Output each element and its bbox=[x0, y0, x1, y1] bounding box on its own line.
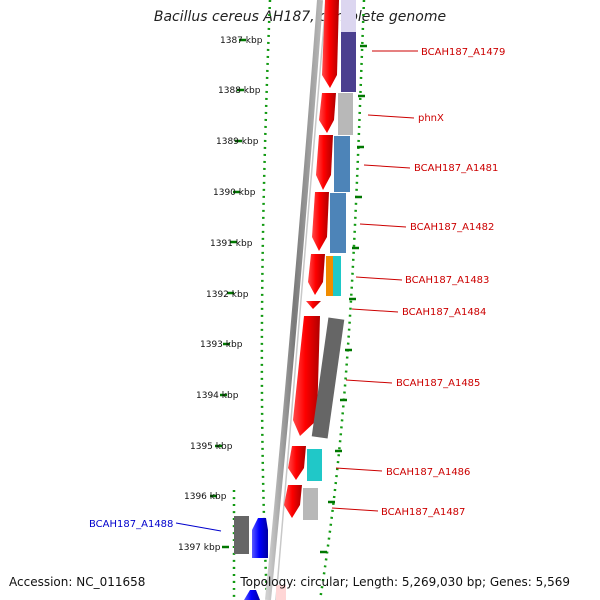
function-box-1486[interactable] bbox=[307, 449, 322, 481]
function-box-1479-top bbox=[341, 0, 356, 32]
tick-1395: 1395 kbp bbox=[190, 442, 233, 452]
cds-arrow-1482[interactable] bbox=[312, 192, 329, 251]
reverse-strand-cds bbox=[244, 518, 286, 600]
cds-arrow-next[interactable] bbox=[244, 590, 260, 600]
gene-label-1479[interactable]: BCAH187_A1479 bbox=[421, 47, 505, 58]
tick-label-1388: 1388 kbp bbox=[218, 86, 261, 96]
outer-dotted-guide-left bbox=[260, 0, 272, 600]
next-function-box bbox=[276, 585, 286, 600]
cds-arrow-1481[interactable] bbox=[316, 135, 333, 190]
cds-arrow-1486[interactable] bbox=[288, 446, 306, 480]
cds-arrow-1479[interactable] bbox=[322, 0, 339, 88]
tick-1389: 1389 kbp bbox=[216, 137, 259, 147]
function-box-1488[interactable] bbox=[234, 516, 249, 554]
function-box-1482[interactable] bbox=[330, 193, 346, 253]
tick-label-1389: 1389 kbp bbox=[216, 137, 259, 147]
accession-footer: Accession: NC_011658 bbox=[9, 575, 146, 589]
genome-backbone bbox=[265, 0, 323, 600]
tick-label-1387: 1387 kbp bbox=[220, 36, 263, 46]
genome-summary-footer: Topology: circular; Length: 5,269,030 bp… bbox=[240, 575, 570, 589]
gene-label-1486[interactable]: BCAH187_A1486 bbox=[386, 467, 470, 478]
cds-arrow-1487[interactable] bbox=[284, 485, 302, 518]
tick-label-1395: 1395 kbp bbox=[190, 442, 233, 452]
gene-label-1482[interactable]: BCAH187_A1482 bbox=[410, 222, 494, 233]
function-box-phnX[interactable] bbox=[338, 93, 353, 135]
label-leader-lines bbox=[175, 50, 418, 532]
tick-1391: 1391 kbp bbox=[210, 239, 253, 249]
gene-label-1487[interactable]: BCAH187_A1487 bbox=[381, 507, 465, 518]
tick-label-1397: 1397 kbp bbox=[178, 543, 221, 553]
function-box-1479[interactable] bbox=[341, 32, 356, 92]
function-color-boxes bbox=[234, 0, 356, 554]
tick-label-1393: 1393 kbp bbox=[200, 340, 243, 350]
tick-1392: 1392 kbp bbox=[206, 290, 249, 300]
forward-strand-cds bbox=[284, 0, 339, 518]
gene-label-1481[interactable]: BCAH187_A1481 bbox=[414, 163, 498, 174]
tick-1387: 1387 kbp bbox=[220, 36, 263, 46]
gene-label-phnX[interactable]: phnX bbox=[418, 113, 444, 124]
genome-backbone-highlight bbox=[275, 0, 327, 600]
tick-label-1391: 1391 kbp bbox=[210, 239, 253, 249]
function-box-1481[interactable] bbox=[334, 136, 350, 192]
tick-1396: 1396 kbp bbox=[184, 492, 227, 502]
tick-label-1394: 1394 kbp bbox=[196, 391, 239, 401]
function-box-1485[interactable] bbox=[311, 317, 345, 439]
cds-arrow-phnX[interactable] bbox=[319, 93, 336, 133]
gene-label-1485[interactable]: BCAH187_A1485 bbox=[396, 378, 480, 389]
tick-1393: 1393 kbp bbox=[200, 340, 243, 350]
page-title: Bacillus cereus AH187, complete genome bbox=[153, 9, 447, 25]
tick-label-1396: 1396 kbp bbox=[184, 492, 227, 502]
cds-arrow-1484[interactable] bbox=[306, 301, 321, 309]
tick-label-1390: 1390 kbp bbox=[213, 188, 256, 198]
gene-label-1488[interactable]: BCAH187_A1488 bbox=[89, 519, 173, 530]
tick-1390: 1390 kbp bbox=[213, 188, 256, 198]
cds-arrow-1488[interactable] bbox=[252, 518, 268, 558]
gene-label-1483[interactable]: BCAH187_A1483 bbox=[405, 275, 489, 286]
right-guide-ticks bbox=[320, 44, 367, 554]
tick-1397: 1397 kbp bbox=[178, 543, 229, 553]
tick-label-1392: 1392 kbp bbox=[206, 290, 249, 300]
function-box-1483-b[interactable] bbox=[333, 256, 341, 296]
outer-dotted-guide-right bbox=[318, 0, 366, 600]
gene-labels: BCAH187_A1479 phnX BCAH187_A1481 BCAH187… bbox=[89, 47, 505, 530]
cds-arrow-1483[interactable] bbox=[308, 254, 325, 295]
cds-arrow-1485[interactable] bbox=[293, 316, 320, 436]
gene-label-1484[interactable]: BCAH187_A1484 bbox=[402, 307, 486, 318]
function-box-1487[interactable] bbox=[303, 488, 318, 520]
tick-1394: 1394 kbp bbox=[196, 391, 239, 401]
kbp-ticks: 1387 kbp 1388 kbp 1389 kbp 1390 kbp 1391… bbox=[178, 36, 263, 553]
function-box-1483-a[interactable] bbox=[326, 256, 333, 296]
tick-1388: 1388 kbp bbox=[218, 86, 261, 96]
